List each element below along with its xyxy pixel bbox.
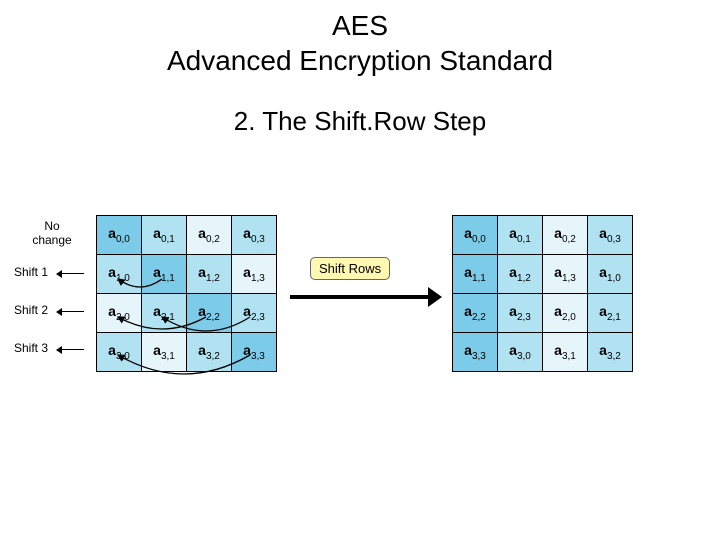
matrix-cell: a0,0 — [97, 216, 142, 255]
left-arrow-icon — [62, 273, 84, 274]
matrix-cell: a3,2 — [588, 333, 633, 372]
matrix-cell: a0,2 — [543, 216, 588, 255]
title-line1: AES — [332, 10, 388, 41]
left-arrow-icon — [62, 349, 84, 350]
subtitle: 2. The Shift.Row Step — [0, 106, 720, 137]
matrix-cell: a0,2 — [187, 216, 232, 255]
matrix-cell: a1,3 — [232, 255, 277, 294]
matrix-cell: a2,3 — [232, 294, 277, 333]
rowlabel-0: No change — [22, 219, 82, 247]
rowlabel-3: Shift 3 — [14, 341, 48, 355]
rowlabel-2: Shift 2 — [14, 303, 48, 317]
matrix-cell: a0,3 — [232, 216, 277, 255]
matrix-cell: a3,2 — [187, 333, 232, 372]
matrix-cell: a1,1 — [453, 255, 498, 294]
left-arrow-icon — [62, 311, 84, 312]
matrix-cell: a3,0 — [498, 333, 543, 372]
matrix-cell: a3,1 — [142, 333, 187, 372]
matrix-cell: a0,1 — [142, 216, 187, 255]
matrix-cell: a3,3 — [453, 333, 498, 372]
shiftrow-diagram: a0,0a0,1a0,2a0,3a1,0a1,1a1,2a1,3a2,0a2,1… — [0, 205, 720, 465]
left-matrix: a0,0a0,1a0,2a0,3 a1,0a1,1a1,2a1,3 a2,0a2,1… — [96, 215, 277, 372]
matrix-cell: a1,0 — [97, 255, 142, 294]
matrix-cell: a2,2 — [453, 294, 498, 333]
matrix-cell: a2,0 — [543, 294, 588, 333]
rowlabel-1: Shift 1 — [14, 265, 48, 279]
shiftrows-label-box: Shift Rows — [310, 257, 390, 280]
transition-arrow-icon — [290, 295, 428, 299]
matrix-cell: a0,1 — [498, 216, 543, 255]
matrix-cell: a1,3 — [543, 255, 588, 294]
title-line2: Advanced Encryption Standard — [167, 45, 553, 76]
matrix-cell: a3,3 — [232, 333, 277, 372]
matrix-cell: a2,1 — [588, 294, 633, 333]
matrix-cell: a3,0 — [97, 333, 142, 372]
matrix-cell: a2,0 — [97, 294, 142, 333]
matrix-cell: a3,1 — [543, 333, 588, 372]
matrix-cell: a2,3 — [498, 294, 543, 333]
matrix-cell: a0,3 — [588, 216, 633, 255]
matrix-cell: a1,2 — [498, 255, 543, 294]
matrix-cell: a2,1 — [142, 294, 187, 333]
matrix-cell: a0,0 — [453, 216, 498, 255]
matrix-cell: a1,1 — [142, 255, 187, 294]
right-matrix: a0,0a0,1a0,2a0,3 a1,1a1,2a1,3a1,0 a2,2a2,3… — [452, 215, 633, 372]
matrix-cell: a1,2 — [187, 255, 232, 294]
matrix-cell: a2,2 — [187, 294, 232, 333]
matrix-cell: a1,0 — [588, 255, 633, 294]
